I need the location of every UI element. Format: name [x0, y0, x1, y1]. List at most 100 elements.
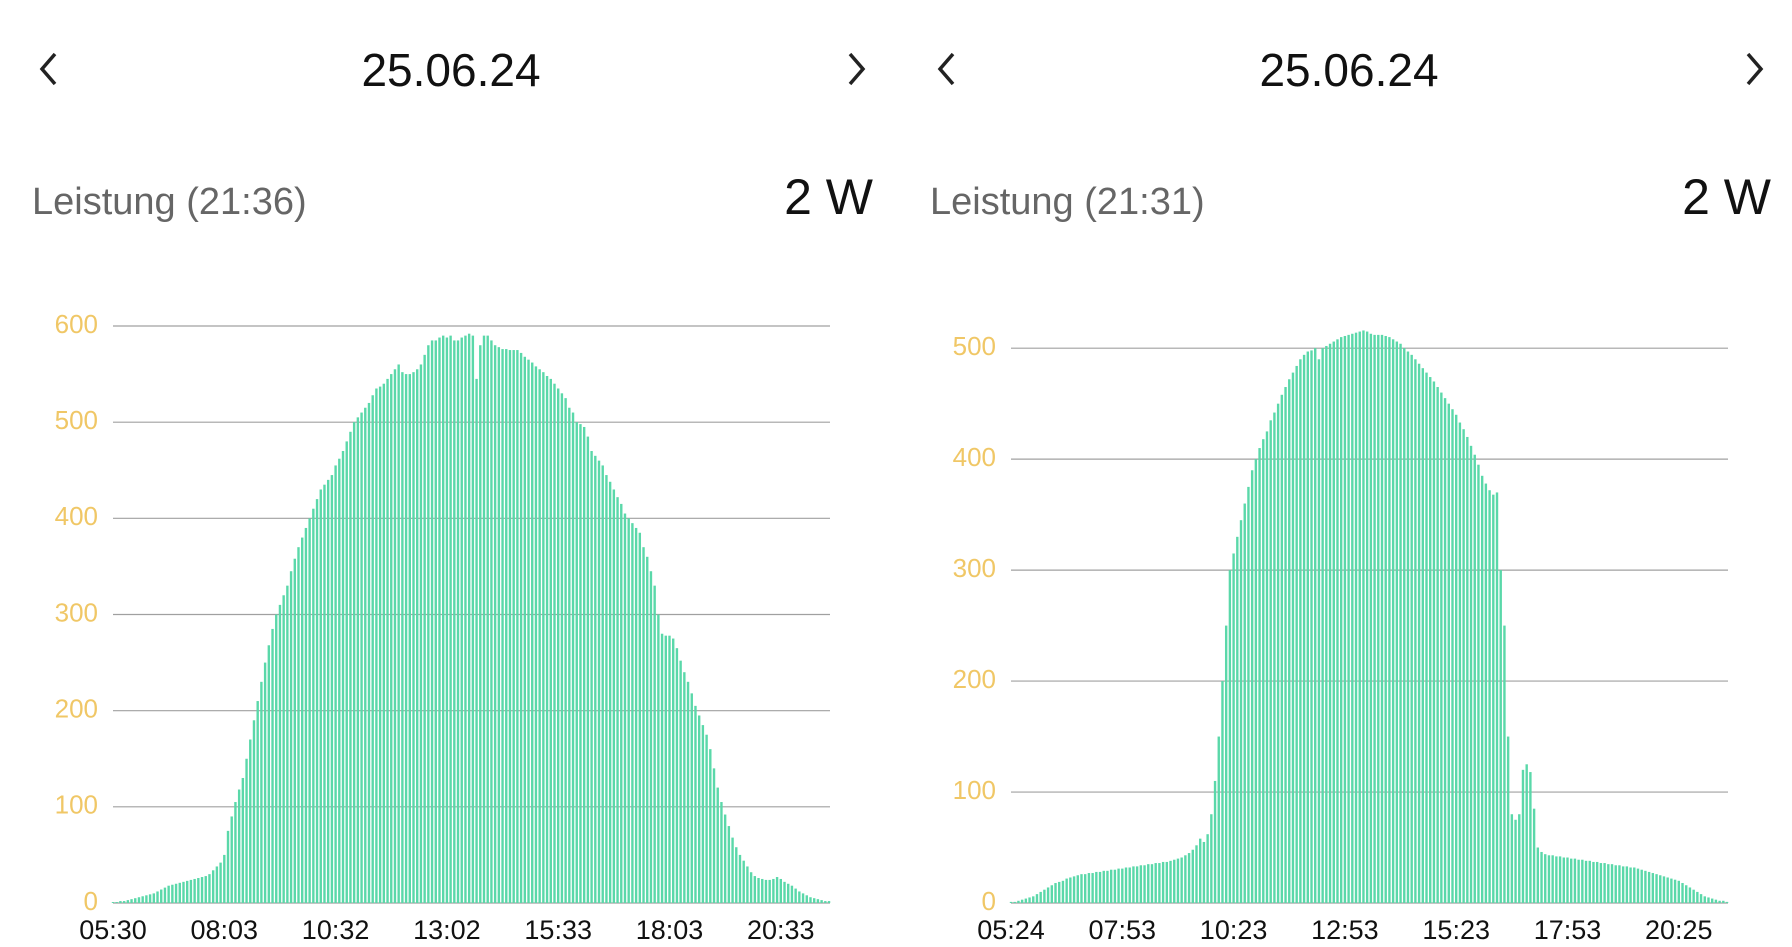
x-tick-label: 12:53	[1311, 915, 1379, 945]
bar	[568, 407, 571, 903]
bar	[638, 532, 642, 903]
bar	[1135, 866, 1139, 903]
bar	[1098, 871, 1102, 903]
bar	[1087, 873, 1091, 903]
prev-day[interactable]	[39, 52, 57, 86]
bar	[1462, 429, 1465, 903]
bar	[1599, 863, 1603, 903]
power-label: Leistung (21:36)	[32, 181, 307, 223]
bar	[1529, 772, 1532, 903]
bar	[1629, 867, 1632, 903]
bar	[597, 460, 601, 903]
bar	[134, 898, 137, 903]
bar	[824, 901, 827, 903]
bar	[1555, 856, 1558, 903]
bar	[1058, 881, 1061, 903]
bar	[275, 614, 278, 903]
bar	[1722, 900, 1725, 903]
prev-day[interactable]	[937, 52, 955, 86]
bar	[1480, 475, 1484, 903]
bar	[1154, 863, 1157, 903]
bar	[1577, 859, 1580, 903]
bar	[1343, 335, 1347, 903]
bar	[490, 340, 493, 903]
bar	[1510, 814, 1514, 903]
bar	[783, 881, 786, 903]
bar	[1228, 570, 1232, 903]
bar	[1432, 381, 1436, 903]
bar	[701, 725, 705, 903]
bar	[375, 388, 378, 904]
next-day[interactable]	[1746, 52, 1764, 86]
bar	[1043, 889, 1046, 903]
bar	[111, 902, 115, 903]
bar	[508, 350, 512, 904]
bar	[705, 734, 708, 903]
bar	[226, 830, 230, 903]
bar	[1009, 901, 1013, 903]
bar	[775, 877, 779, 903]
bar	[1570, 858, 1573, 903]
bar	[794, 888, 797, 903]
bar	[152, 893, 156, 903]
bar	[787, 883, 790, 903]
bar	[364, 407, 367, 903]
bar	[464, 335, 467, 903]
bar	[145, 895, 148, 903]
bar	[1610, 864, 1614, 903]
bar	[779, 878, 782, 903]
bar	[1265, 431, 1269, 903]
bar	[1221, 681, 1224, 903]
x-tick-label: 20:25	[1645, 915, 1713, 945]
bar	[735, 847, 738, 903]
bar	[148, 894, 152, 903]
next-day[interactable]	[848, 52, 866, 86]
x-tick-label: 15:23	[1422, 915, 1490, 945]
bar	[360, 412, 363, 903]
bar	[1147, 864, 1150, 903]
bar	[1536, 847, 1540, 903]
bar	[1373, 334, 1376, 903]
bar	[1347, 334, 1350, 903]
bar	[1273, 412, 1276, 903]
bar	[393, 369, 397, 903]
bar	[208, 874, 211, 903]
y-tick-label: 200	[953, 664, 996, 694]
bar	[1410, 354, 1413, 904]
bar	[1217, 736, 1220, 903]
bar	[1206, 834, 1209, 903]
bar	[1384, 335, 1387, 903]
bar	[252, 720, 256, 903]
bar	[1625, 866, 1629, 903]
bar	[119, 901, 122, 903]
bar	[742, 860, 745, 903]
bar	[326, 479, 330, 903]
x-tick-label: 18:03	[636, 915, 704, 945]
bar	[330, 475, 334, 903]
bar	[1484, 483, 1488, 903]
bar	[430, 340, 434, 903]
bar	[1013, 901, 1016, 903]
bar	[1121, 868, 1124, 903]
bar	[289, 571, 293, 903]
y-tick-label: 100	[953, 775, 996, 805]
bar	[323, 484, 326, 903]
bar	[271, 628, 274, 903]
bar	[241, 777, 245, 903]
bar	[686, 681, 690, 903]
bar	[352, 422, 356, 903]
bar	[1143, 865, 1146, 903]
bar	[256, 701, 259, 903]
bar	[575, 422, 578, 903]
y-tick-label: 600	[55, 309, 98, 339]
bar	[553, 383, 556, 903]
bar	[1291, 372, 1295, 903]
bar	[657, 614, 660, 903]
bar	[616, 497, 619, 903]
bar	[245, 758, 248, 903]
bar	[1202, 841, 1206, 903]
bar	[1666, 877, 1669, 903]
y-tick-label: 300	[55, 597, 98, 627]
bar	[1699, 894, 1703, 903]
bar	[237, 789, 241, 903]
